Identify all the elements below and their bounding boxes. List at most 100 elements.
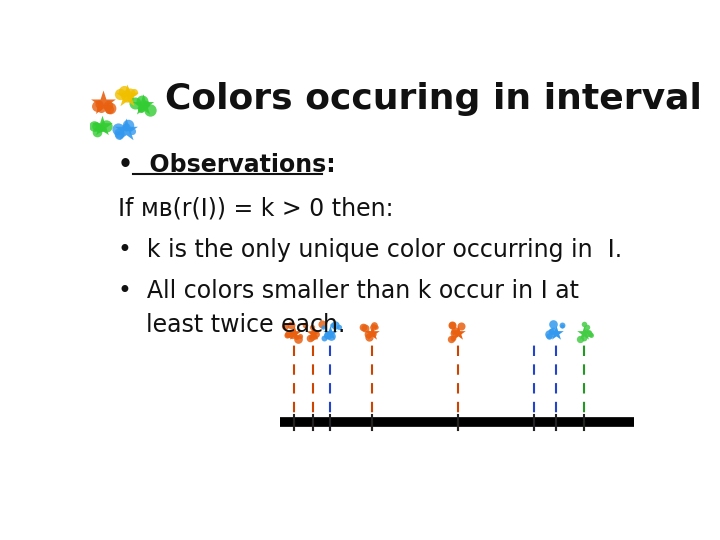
Point [115,122,127,130]
Point [310,332,321,341]
Point [449,327,461,336]
Point [101,98,112,106]
Point [326,321,338,329]
Point [122,91,133,100]
Point [445,334,456,343]
Point [543,329,554,338]
Point [448,328,459,337]
Point [282,330,293,339]
Point [120,126,132,134]
Point [318,334,330,343]
Point [100,118,112,127]
Point [578,334,590,343]
Point [329,320,341,329]
Point [556,321,567,330]
Point [120,86,131,94]
Point [96,122,107,131]
Point [91,99,102,108]
Point [102,100,113,109]
Point [119,124,130,132]
Point [578,329,590,338]
Point [127,126,138,135]
Point [585,331,597,340]
Point [322,330,333,339]
Point [359,324,371,333]
Point [324,329,336,338]
Point [286,320,297,329]
Point [91,119,103,128]
Point [574,334,585,343]
Point [292,334,303,343]
Point [279,321,291,330]
Point [581,323,593,332]
Point [119,129,130,137]
Point [97,99,109,107]
Point [129,88,140,97]
Point [316,320,328,329]
Point [104,97,115,106]
Point [550,328,562,337]
Point [325,332,336,341]
Point [585,330,596,339]
Point [322,330,333,339]
Point [547,327,559,335]
Point [548,320,559,328]
Text: Colors occuring in interval  I.: Colors occuring in interval I. [166,82,720,116]
Point [447,334,459,342]
Point [453,329,464,338]
Point [93,126,104,135]
Point [369,321,380,330]
Point [370,323,382,332]
Point [580,327,592,335]
Point [367,323,379,332]
Point [453,328,464,337]
Point [118,85,130,94]
Point [307,329,319,338]
Point [364,333,375,342]
Point [135,99,147,108]
Point [95,100,107,109]
Point [455,321,467,330]
Point [101,126,112,135]
Point [145,105,156,113]
Point [96,123,107,131]
Point [135,103,147,111]
Point [294,332,305,340]
Point [127,97,139,106]
Point [307,326,319,334]
Point [126,124,138,132]
Point [127,87,139,96]
Point [357,322,369,331]
Point [282,330,294,339]
Point [550,329,562,338]
Point [556,322,567,330]
Point [310,330,322,339]
Text: •  Observations:: • Observations: [118,153,336,177]
Point [91,119,102,127]
Point [144,96,156,104]
Point [543,332,554,340]
Text: least twice each.: least twice each. [145,313,345,336]
Point [582,329,594,338]
Text: •  k is the only unique color occurring in  I.: • k is the only unique color occurring i… [118,238,622,262]
Point [288,329,300,338]
Point [578,320,590,328]
Point [318,322,329,331]
Point [130,101,141,110]
Point [446,321,458,329]
Point [287,330,298,339]
Point [366,329,377,338]
Point [299,321,310,329]
Text: If ᴍв(r(I)) = k > 0 then:: If ᴍв(r(I)) = k > 0 then: [118,196,393,220]
Point [137,100,148,109]
Point [289,333,301,341]
Point [306,333,318,342]
Point [104,103,115,112]
Text: •  All colors smaller than k occur in I at: • All colors smaller than k occur in I a… [118,279,579,303]
Point [362,330,374,339]
Point [116,129,127,137]
Point [122,90,133,98]
Point [135,104,146,112]
Point [369,330,380,339]
Point [546,327,557,336]
